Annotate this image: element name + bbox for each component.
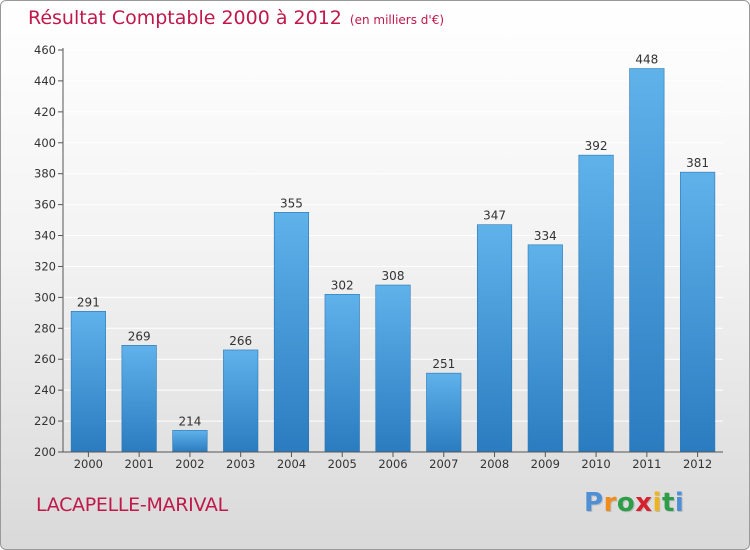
- y-tick-label: 200: [34, 445, 56, 459]
- bar: [121, 345, 157, 453]
- data-label: 291: [77, 295, 100, 309]
- y-tick-label: 320: [34, 259, 56, 273]
- data-label: 269: [128, 329, 151, 343]
- bar: [172, 430, 208, 453]
- logo-letter: i: [674, 488, 685, 518]
- x-tick-label: 2002: [175, 457, 204, 471]
- bar: [527, 244, 563, 453]
- x-tick-label: 2001: [125, 457, 154, 471]
- x-tick-label: 2005: [328, 457, 357, 471]
- data-labels: 291 269 214 266 355 302 308 251 347 334 392 448 381: [77, 53, 709, 429]
- y-tick-label: 280: [34, 321, 56, 335]
- y-tick-label: 420: [34, 105, 56, 119]
- data-label: 302: [331, 278, 354, 292]
- chart-unit: (en milliers d'€): [349, 13, 445, 27]
- bar: [375, 284, 411, 453]
- data-label: 381: [686, 156, 709, 170]
- bar: [70, 310, 106, 453]
- y-tick-label: 300: [34, 290, 56, 304]
- bar: [273, 212, 310, 453]
- logo-letter: t: [661, 488, 675, 518]
- y-tick-label: 220: [34, 414, 56, 428]
- x-tick-label: 2010: [581, 457, 610, 471]
- data-label: 448: [635, 53, 658, 67]
- y-tick-label: 460: [34, 43, 56, 57]
- logo-letter: r: [603, 488, 617, 518]
- y-tick-label: 440: [34, 74, 56, 88]
- logo-letter: P: [584, 488, 604, 518]
- bar: [223, 349, 259, 453]
- logo-letter: o: [616, 488, 636, 518]
- data-label: 392: [585, 139, 608, 153]
- x-tick-label: 2004: [277, 457, 306, 471]
- x-tick-labels: 2000 2001 2002 2003 2004 2005 2006 2007 2008 2009…: [74, 457, 713, 471]
- bar: [680, 171, 716, 453]
- x-tick-label: 2006: [378, 457, 407, 471]
- x-tick-label: 2008: [480, 457, 509, 471]
- axes: [58, 48, 723, 457]
- y-tick-label: 260: [34, 352, 56, 366]
- bars: [70, 68, 716, 453]
- x-tick-label: 2012: [683, 457, 712, 471]
- data-label: 266: [229, 334, 252, 348]
- place-name: LACAPELLE-MARIVAL: [36, 494, 228, 516]
- x-tick-label: 2009: [531, 457, 560, 471]
- logo-letter: x: [635, 488, 653, 518]
- data-label: 251: [432, 357, 455, 371]
- bar: [426, 372, 462, 453]
- chart-title: Résultat Comptable 2000 à 2012: [28, 7, 342, 29]
- bar: [578, 154, 614, 453]
- proxiti-logo: Proxiti: [584, 488, 684, 518]
- data-label: 355: [280, 196, 303, 210]
- x-tick-label: 2000: [74, 457, 103, 471]
- y-tick-label: 380: [34, 167, 56, 181]
- bar: [476, 224, 513, 453]
- y-tick-label: 400: [34, 136, 56, 150]
- bar: [629, 68, 665, 453]
- x-tick-label: 2011: [632, 457, 661, 471]
- y-tick-labels: 200 220 240 260 280 300 320 340 360 380 400 420 440 4…: [34, 43, 56, 459]
- x-tick-label: 2003: [226, 457, 255, 471]
- y-tick-label: 360: [34, 198, 56, 212]
- chart-title-block: Résultat Comptable 2000 à 2012 (en millie…: [28, 7, 444, 29]
- bar: [324, 293, 360, 453]
- y-tick-label: 340: [34, 229, 56, 243]
- y-tick-label: 240: [34, 383, 56, 397]
- data-label: 347: [483, 209, 506, 223]
- logo-letter: i: [652, 488, 662, 518]
- data-label: 334: [534, 229, 557, 243]
- x-tick-label: 2007: [429, 457, 458, 471]
- data-label: 214: [178, 414, 201, 428]
- data-label: 308: [382, 269, 405, 283]
